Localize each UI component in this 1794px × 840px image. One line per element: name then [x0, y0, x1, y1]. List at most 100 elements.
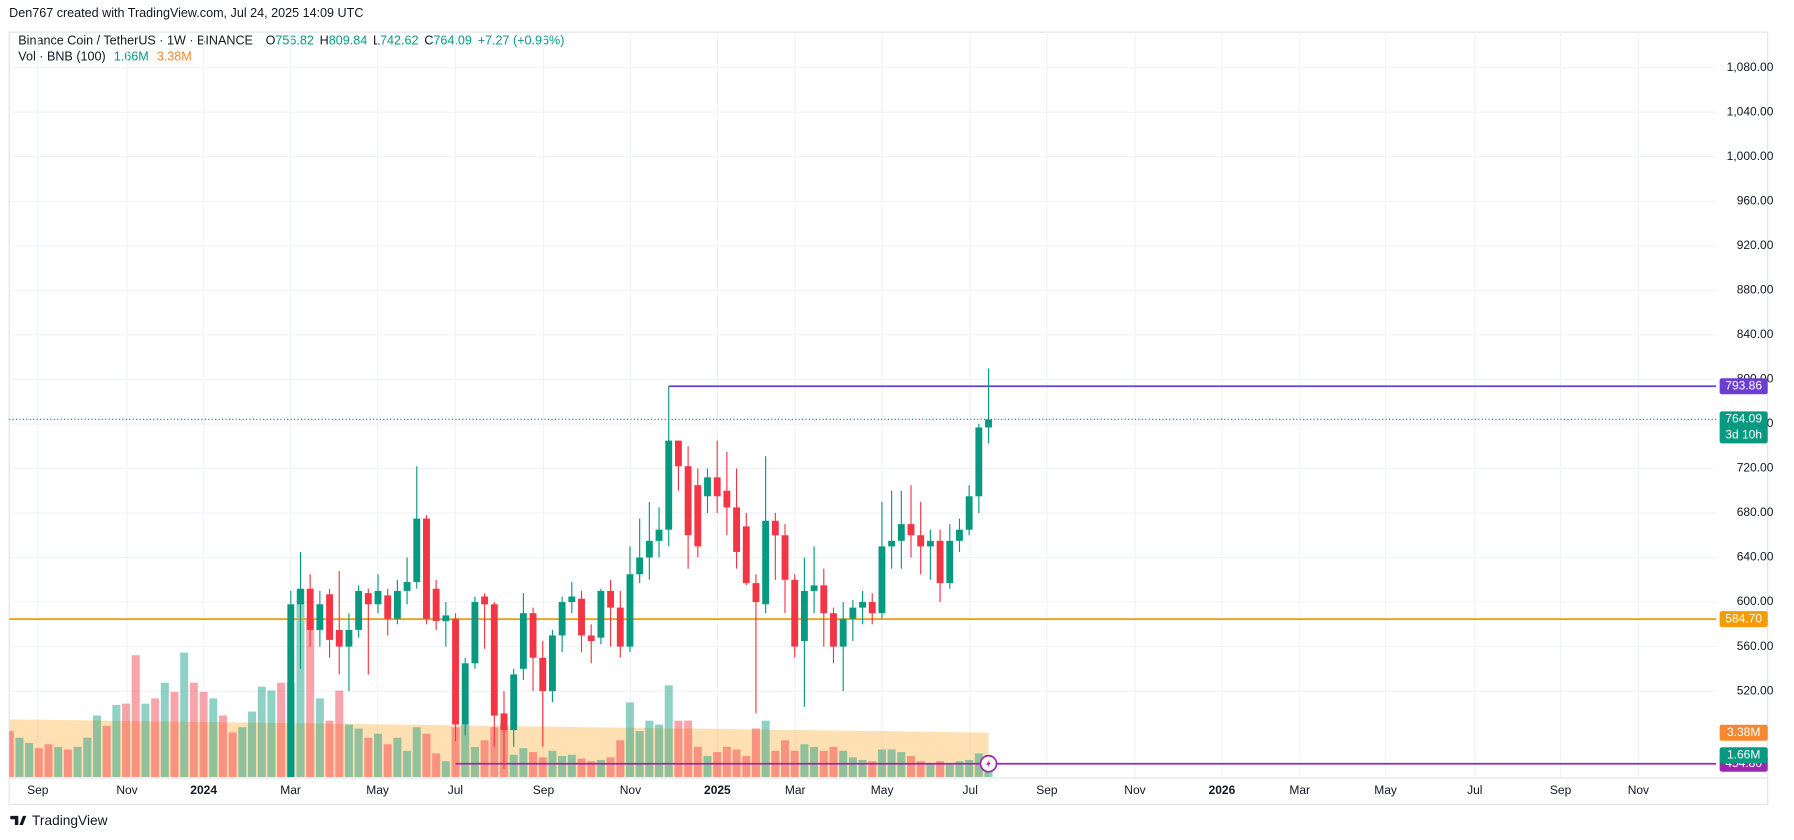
- x-tick-label: Nov: [116, 783, 137, 797]
- level-label-box: [1719, 611, 1768, 628]
- candle-body: [868, 602, 876, 614]
- y-tick-label: 600.00: [1737, 594, 1774, 608]
- volume-bar: [267, 690, 276, 777]
- candle-body: [810, 585, 818, 591]
- candle-body: [684, 466, 692, 536]
- x-tick-label: May: [366, 783, 389, 797]
- y-tick-label: 640.00: [1737, 550, 1774, 564]
- brand: TradingView: [10, 813, 108, 828]
- current-price-label-box: [1719, 411, 1768, 444]
- candle-body: [297, 588, 304, 605]
- candle-body: [597, 590, 605, 638]
- candle-body: [364, 593, 372, 605]
- x-tick-label: May: [871, 783, 894, 797]
- candle-body: [771, 520, 779, 536]
- volume-bar: [228, 732, 237, 777]
- candle-body: [326, 594, 333, 640]
- volume-bar: [315, 698, 324, 777]
- volume-bar: [54, 746, 63, 777]
- volume-bar: [344, 724, 353, 777]
- candle-body: [316, 604, 324, 630]
- candle-body: [578, 598, 585, 636]
- volume-bar: [9, 731, 14, 777]
- x-tick-label: Nov: [1124, 783, 1145, 797]
- volume-bar: [936, 761, 945, 777]
- volume-ma-label-box: [1719, 724, 1768, 741]
- volume-bar: [248, 711, 257, 777]
- candle-body: [645, 540, 653, 558]
- grid: [9, 32, 1717, 777]
- candle-body: [490, 604, 498, 716]
- volume-bar: [335, 690, 344, 777]
- change-percent: (+0.96%): [513, 34, 564, 48]
- volume-bar: [25, 742, 34, 777]
- ohlc-value: 809.84: [329, 34, 367, 48]
- ohlc-value: 756.82: [275, 34, 313, 48]
- legend-volume: Vol · BNB (100) 1.66M 3.38M: [18, 50, 191, 64]
- volume-bar: [858, 759, 867, 777]
- x-tick-label: Mar: [785, 783, 806, 797]
- volume-bar: [722, 746, 731, 777]
- y-tick-label: 720.00: [1737, 461, 1774, 475]
- y-tick-label: 1,080.00: [1727, 60, 1774, 74]
- y-tick-label: 680.00: [1737, 505, 1774, 519]
- volume-bar: [800, 744, 809, 777]
- volume-bar: [906, 756, 916, 777]
- volume-bar: [829, 746, 838, 777]
- volume-bar: [277, 682, 286, 777]
- volume-bar: [509, 754, 518, 777]
- volume-bar: [218, 715, 227, 777]
- candle-body: [926, 540, 934, 547]
- candle-body: [704, 477, 711, 497]
- volume-bar: [974, 753, 983, 777]
- candle-body: [384, 595, 392, 619]
- volume-bar: [577, 758, 586, 777]
- volume-bar: [257, 686, 266, 777]
- candle-body: [713, 477, 721, 497]
- candle-body: [471, 602, 479, 664]
- volume-label-box: [1719, 747, 1768, 764]
- candle-body: [432, 588, 440, 621]
- candle-body: [674, 440, 682, 467]
- x-tick-label: Sep: [1036, 783, 1058, 797]
- volume-bar: [131, 655, 140, 777]
- volume-bar: [916, 761, 925, 777]
- ohlc-letter: H: [320, 34, 329, 48]
- volume-label: 1.66M: [1727, 747, 1760, 761]
- candle-body: [859, 602, 866, 608]
- candle-body: [800, 590, 808, 642]
- volume-bar: [151, 698, 160, 777]
- volume-title: Vol · BNB (100): [18, 50, 105, 64]
- candle-body: [452, 618, 459, 725]
- candle-body: [742, 526, 750, 584]
- candle-body: [907, 524, 915, 536]
- x-tick-label: Mar: [280, 783, 301, 797]
- candle-body: [723, 490, 731, 508]
- candle-body: [442, 615, 450, 621]
- attribution: Den767 created with TradingView.com, Jul…: [9, 6, 363, 20]
- volume-bar: [451, 727, 460, 777]
- volume-bar: [374, 733, 383, 777]
- plot-area: [9, 368, 1717, 777]
- candle-body: [393, 590, 401, 619]
- y-tick-label: 1,000.00: [1727, 149, 1774, 163]
- volume-bar: [92, 715, 101, 777]
- volume-bar: [490, 727, 499, 777]
- volume-bar: [44, 744, 53, 777]
- volume-bar: [461, 724, 470, 777]
- candle-body: [287, 604, 295, 777]
- candle-body: [500, 713, 508, 731]
- volume-ma-area: [9, 719, 989, 777]
- candle-body: [917, 535, 925, 547]
- candle-body: [306, 588, 314, 630]
- legend-main: Binance Coin / TetherUS · 1W · BINANCE O…: [18, 34, 564, 48]
- volume-bar: [432, 753, 441, 777]
- volume-bar: [141, 703, 150, 777]
- volume-bar: [596, 759, 605, 777]
- x-tick-label: Mar: [1289, 783, 1310, 797]
- candle-body: [752, 583, 760, 603]
- candle-body: [946, 540, 954, 584]
- y-tick-label: 520.00: [1737, 683, 1774, 697]
- candle-body: [878, 546, 886, 614]
- x-tick-label: Nov: [620, 783, 641, 797]
